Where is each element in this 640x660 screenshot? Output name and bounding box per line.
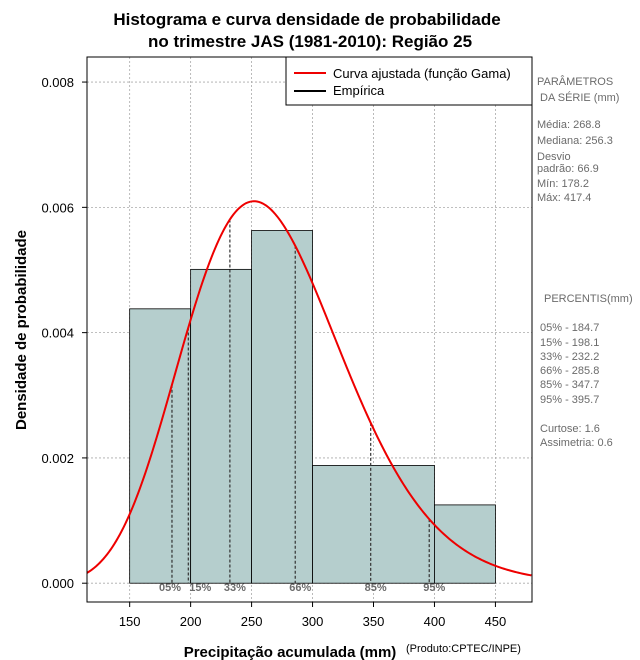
histogram-bars <box>129 230 496 584</box>
x-tick-label-6: 450 <box>485 614 507 629</box>
histogram-bar-4 <box>434 504 496 584</box>
credit-text: (Produto:CPTEC/INPE) <box>406 643 521 655</box>
percentile-lines <box>171 219 430 584</box>
histogram-bar-2 <box>251 230 313 584</box>
x-tick-label-5: 400 <box>424 614 446 629</box>
percentile-label-1: 15% <box>189 582 211 594</box>
title-line-2: no trimestre JAS (1981-2010): Região 25 <box>148 32 472 51</box>
percentil-05: 05% - 184.7 <box>540 322 599 334</box>
param-media: Média: 268.8 <box>537 119 601 131</box>
legend-curve-label: Curva ajustada (função Gama) <box>333 66 511 81</box>
percentis-title: PERCENTIS(mm) <box>544 293 633 305</box>
chart-title: Histograma e curva densidade de probabil… <box>113 10 500 51</box>
side-panel: PARÂMETROS DA SÉRIE (mm) Média: 268.8 Me… <box>537 75 633 449</box>
y-tick-label-4: 0.008 <box>41 75 74 90</box>
legend: Curva ajustada (função Gama) Empírica <box>285 56 533 106</box>
assimetria: Assimetria: 0.6 <box>540 437 613 449</box>
y-axis-ticks: 0.000 0.002 0.004 0.006 0.008 <box>41 75 87 591</box>
percentile-labels: 05% 15% 33% 66% 85% 95% <box>159 582 445 594</box>
param-mediana: Mediana: 256.3 <box>537 135 613 147</box>
percentil-95: 95% - 395.7 <box>540 394 599 406</box>
x-tick-label-1: 200 <box>180 614 202 629</box>
y-tick-label-2: 0.004 <box>41 326 74 341</box>
x-tick-label-2: 250 <box>241 614 263 629</box>
y-tick-label-1: 0.002 <box>41 451 74 466</box>
param-padrao: padrão: 66.9 <box>537 163 599 175</box>
percentile-label-3: 66% <box>289 582 311 594</box>
percentil-15: 15% - 198.1 <box>540 337 599 349</box>
percentil-66: 66% - 285.8 <box>540 365 599 377</box>
x-tick-label-3: 300 <box>302 614 324 629</box>
param-desvio: Desvio <box>537 151 571 163</box>
parametros-title-2: DA SÉRIE (mm) <box>540 91 619 104</box>
percentile-label-0: 05% <box>159 582 181 594</box>
percentile-label-2: 33% <box>224 582 246 594</box>
title-line-1: Histograma e curva densidade de probabil… <box>113 10 500 29</box>
y-tick-label-3: 0.006 <box>41 200 74 215</box>
y-axis-label: Densidade de probabilidade <box>13 230 30 430</box>
x-axis-ticks: 150 200 250 300 350 400 450 <box>119 602 506 629</box>
x-tick-label-4: 350 <box>363 614 385 629</box>
curtose: Curtose: 1.6 <box>540 423 600 435</box>
percentile-label-4: 85% <box>365 582 387 594</box>
x-axis-label: Precipitação acumulada (mm) <box>184 644 397 660</box>
percentil-85: 85% - 347.7 <box>540 379 599 391</box>
param-min: Mín: 178.2 <box>537 178 589 190</box>
gamma-curve <box>86 200 532 577</box>
percentil-33: 33% - 232.2 <box>540 351 599 363</box>
parametros-title-1: PARÂMETROS <box>537 75 613 88</box>
legend-empirical-label: Empírica <box>333 83 385 98</box>
param-max: Máx: 417.4 <box>537 192 591 204</box>
legend-box <box>285 56 533 106</box>
y-tick-label-0: 0.000 <box>41 576 74 591</box>
percentile-label-5: 95% <box>423 582 445 594</box>
histogram-bar-1 <box>190 268 252 584</box>
x-tick-label-0: 150 <box>119 614 141 629</box>
histogram-bar-3 <box>312 465 435 584</box>
